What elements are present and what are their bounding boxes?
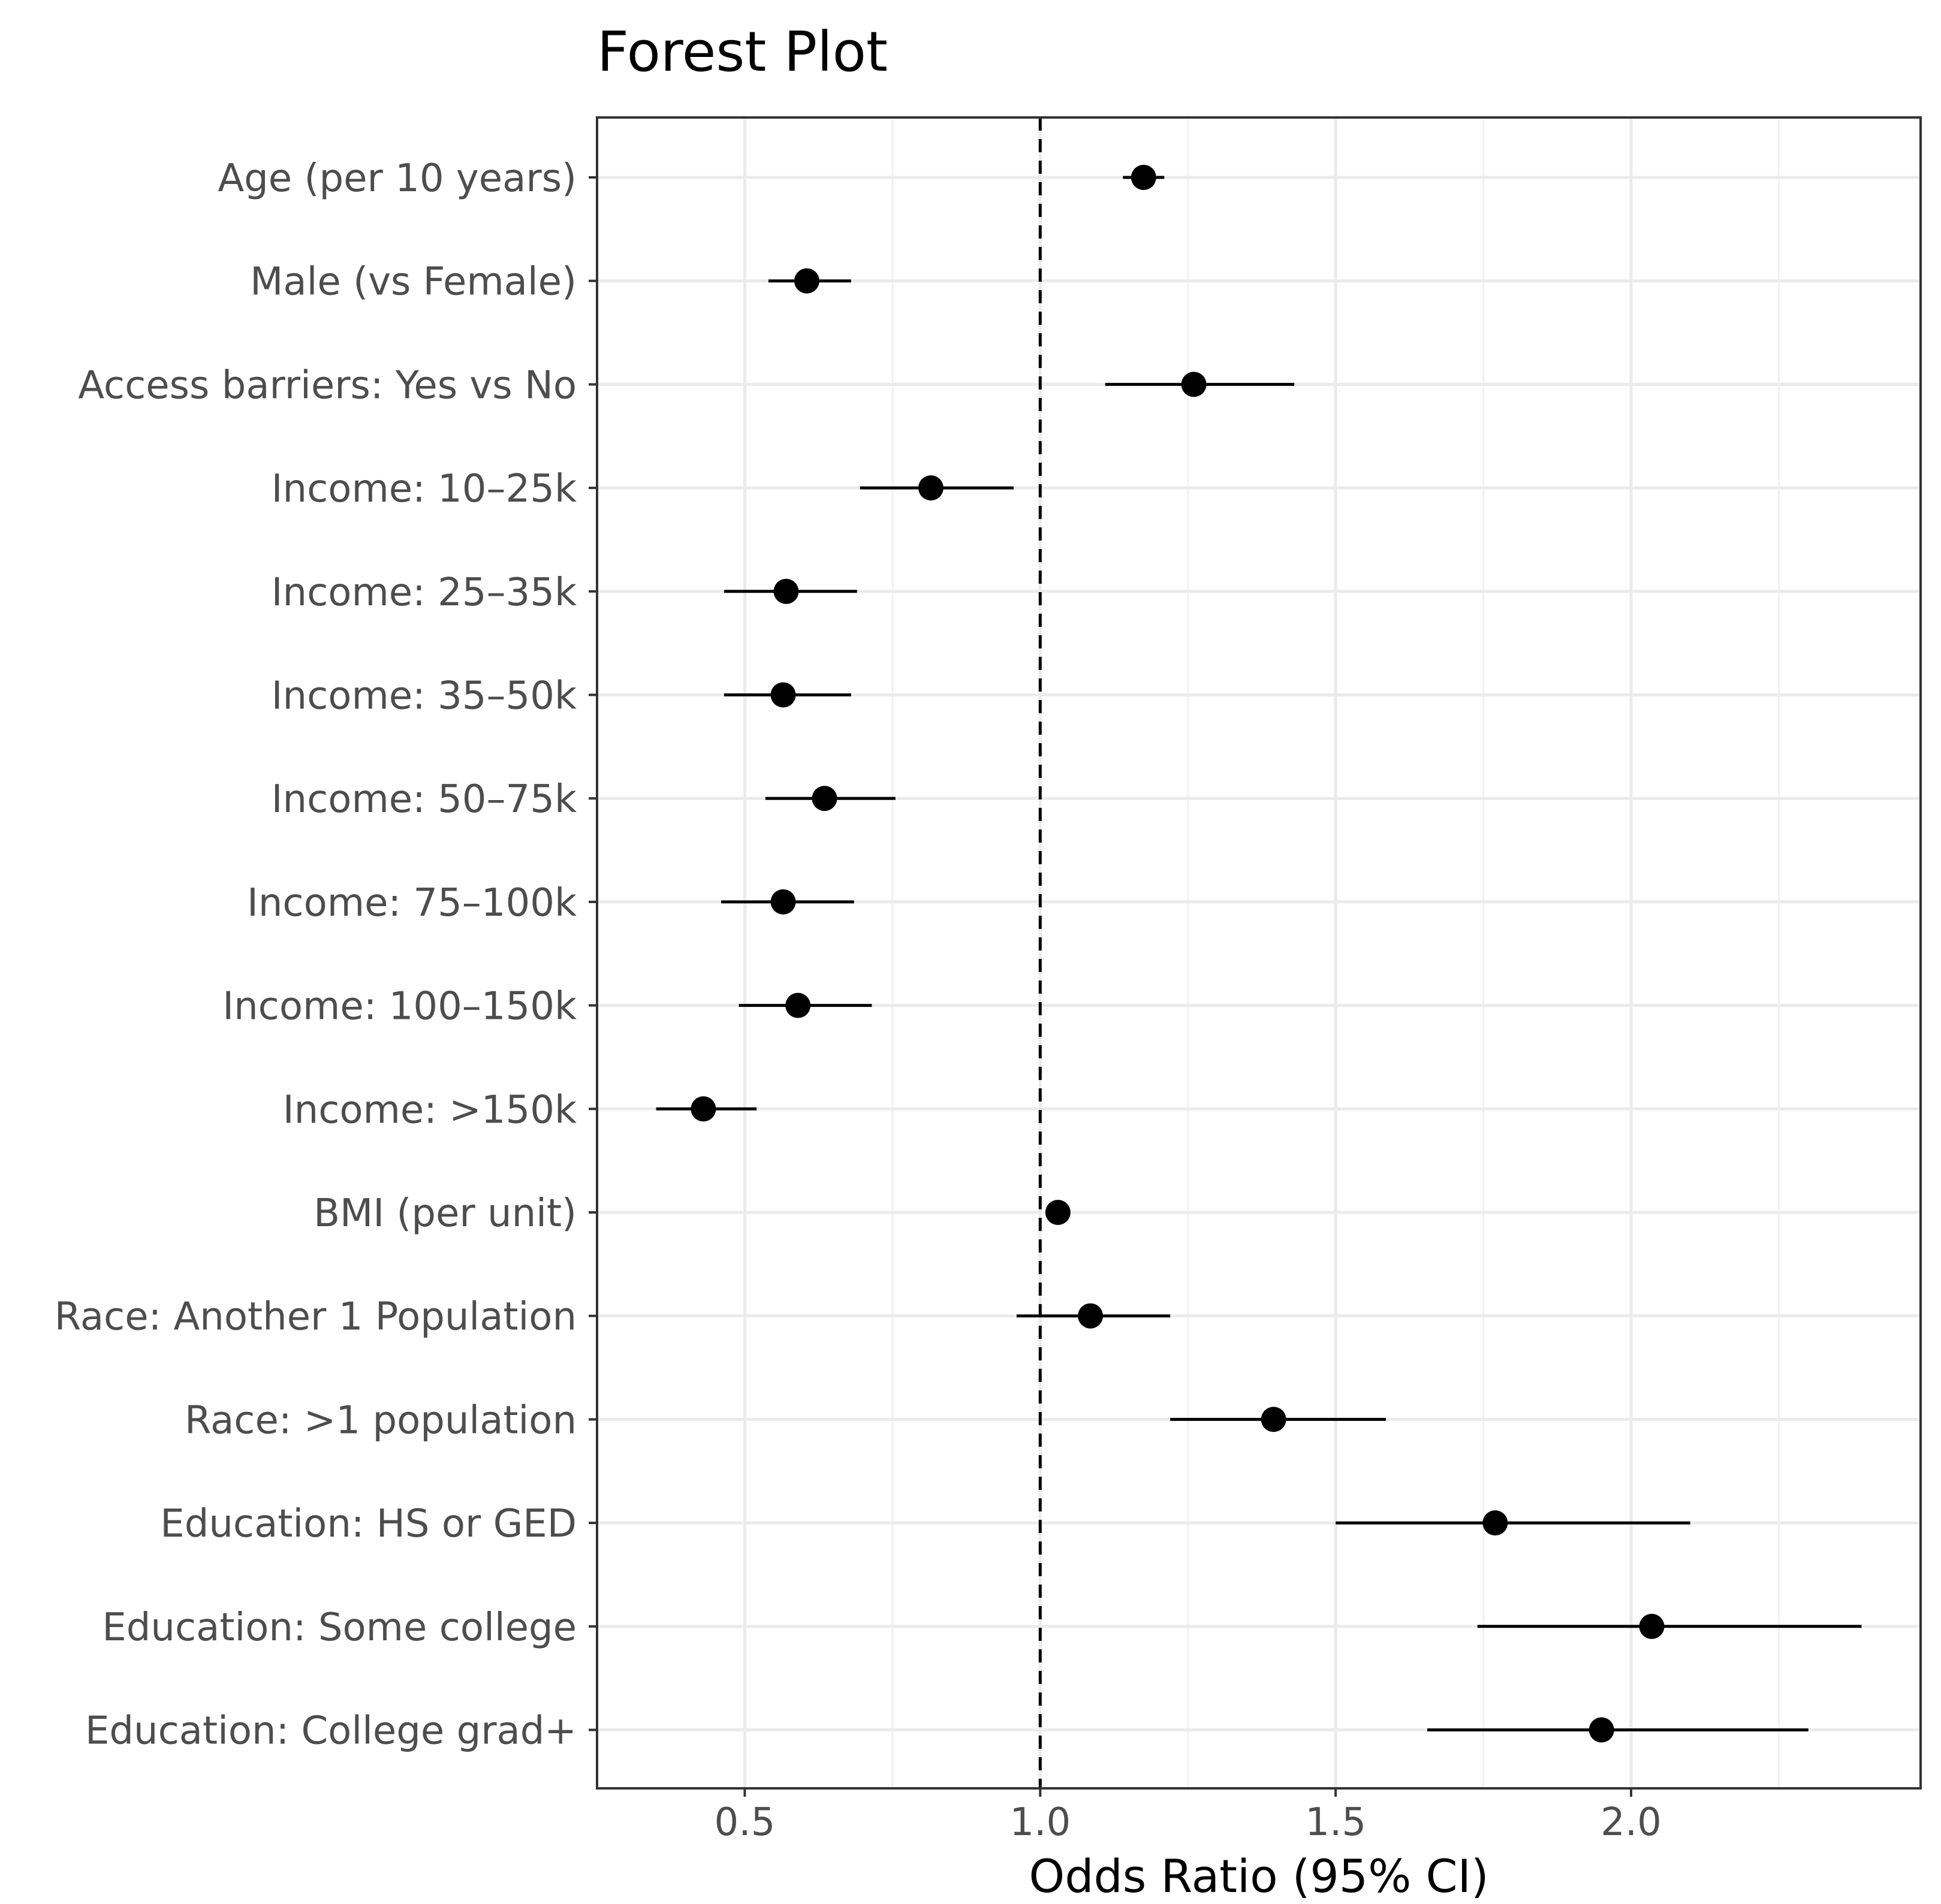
estimate-point [1261, 1407, 1286, 1432]
estimate-point [812, 786, 837, 811]
y-tick-label: Race: >1 population [185, 1398, 577, 1443]
y-tick-label: Income: 35–50k [272, 674, 577, 719]
estimate-point [691, 1096, 716, 1122]
estimate-point [1639, 1613, 1665, 1639]
point-layer [691, 165, 1665, 1743]
estimate-point [770, 889, 796, 915]
x-tick-label: 1.0 [1009, 1800, 1071, 1845]
x-tick-label: 1.5 [1305, 1800, 1366, 1845]
y-tick-label: Income: 100–150k [222, 985, 577, 1029]
estimate-point [1181, 372, 1207, 397]
estimate-point [918, 475, 944, 501]
x-axis-title: Odds Ratio (95% CI) [1029, 1849, 1488, 1903]
x-axis: 0.5 1.0 1.5 2.0 [715, 1788, 1662, 1845]
chart-title: Forest Plot [597, 20, 888, 84]
x-tick-label: 0.5 [715, 1800, 776, 1845]
y-tick-label: Income: 50–75k [272, 777, 577, 822]
estimate-point [1078, 1303, 1104, 1329]
y-tick-label: Income: 25–35k [272, 571, 577, 615]
panel-border [596, 116, 1922, 1790]
y-tick-label: Education: College grad+ [85, 1709, 577, 1754]
y-tick-label: Male (vs Female) [250, 260, 577, 304]
x-tick-label: 2.0 [1601, 1800, 1662, 1845]
estimate-point [1131, 165, 1156, 190]
estimate-point [1482, 1510, 1508, 1536]
y-tick-label: Income: 10–25k [272, 467, 577, 511]
estimate-point [773, 578, 799, 604]
estimate-point [794, 268, 819, 294]
estimate-point [1045, 1200, 1071, 1225]
y-tick-label: Access barriers: Yes vs No [78, 363, 577, 408]
y-tick-label: Race: Another 1 Population [55, 1295, 577, 1339]
y-tick-label: Education: HS or GED [160, 1502, 577, 1546]
estimate-point [785, 992, 811, 1018]
y-tick-label: Income: >150k [283, 1088, 577, 1132]
estimate-point [770, 682, 796, 708]
y-tick-label: Age (per 10 years) [218, 156, 577, 201]
y-tick-label: Income: 75–100k [247, 881, 577, 925]
y-tick-label: BMI (per unit) [314, 1191, 577, 1236]
y-axis: Age (per 10 years) Male (vs Female) Access… [55, 156, 597, 1754]
estimate-point [1589, 1717, 1614, 1743]
y-tick-label: Education: Some college [102, 1606, 577, 1650]
